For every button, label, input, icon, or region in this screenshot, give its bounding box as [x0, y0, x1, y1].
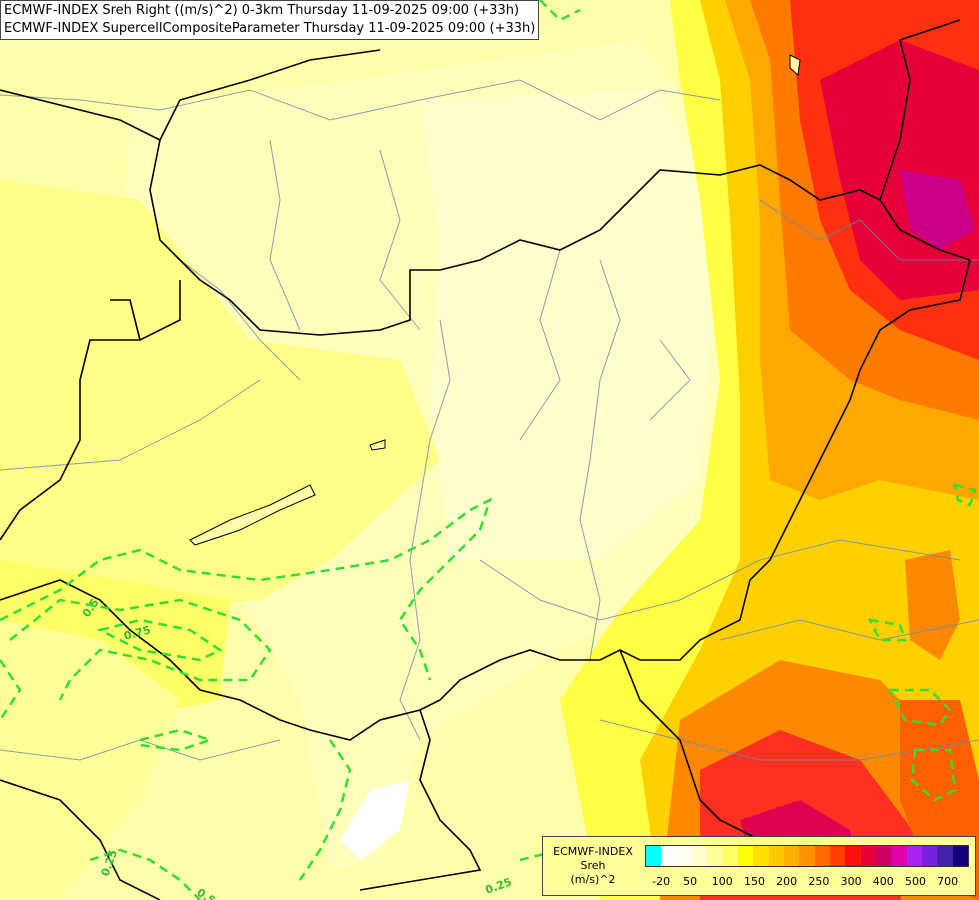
legend-swatch: [676, 846, 692, 866]
legend-swatch: [906, 846, 922, 866]
legend-swatch: [891, 846, 907, 866]
title-line-2: ECMWF-INDEX SupercellCompositeParameter …: [4, 21, 536, 36]
title-line-1: ECMWF-INDEX Sreh Right ((m/s)^2) 0-3km T…: [4, 3, 520, 18]
legend-swatch: [646, 846, 662, 866]
legend-swatch: [829, 846, 846, 866]
legend-swatch: [875, 846, 892, 866]
legend-swatch: [753, 846, 769, 866]
sreh-yellow-west: [0, 180, 440, 610]
legend-swatch: [814, 846, 830, 866]
legend-swatch: [799, 846, 815, 866]
color-legend: ECMWF-INDEX Sreh (m/s)^2 -20 50 100 150 200 2…: [542, 836, 976, 896]
legend-tick-label: -20: [652, 875, 671, 888]
sreh-pale-region-2: [420, 90, 720, 560]
legend-swatch: [937, 846, 953, 866]
rivers: [0, 79, 979, 761]
legend-swatch: [722, 846, 738, 866]
legend-title-param: Sreh: [580, 859, 606, 872]
lakes: [189, 54, 801, 546]
legend-swatch: [661, 846, 677, 866]
legend-tick-label: 100: [711, 875, 733, 888]
sreh-band-magenta: [900, 170, 975, 250]
legend-swatch: [921, 846, 938, 866]
legend-tick-label: 300: [840, 875, 862, 888]
legend-title: ECMWF-INDEX Sreh (m/s)^2: [545, 845, 641, 887]
legend-swatch: [768, 846, 784, 866]
country-borders: [0, 19, 971, 900]
legend-swatch: [860, 846, 876, 866]
legend-units: (m/s)^2: [570, 873, 616, 886]
legend-tick-label: 500: [904, 875, 926, 888]
sreh-white-spot: [340, 780, 410, 860]
legend-ticks: -20 50 100 150 200 250 300 400 500 700: [645, 875, 967, 889]
legend-swatch: [783, 846, 800, 866]
legend-tick-label: 700: [937, 875, 959, 888]
map-title: ECMWF-INDEX Sreh Right ((m/s)^2) 0-3km T…: [0, 0, 540, 40]
legend-tick-label: 400: [872, 875, 894, 888]
legend-swatch: [691, 846, 708, 866]
legend-swatch: [707, 846, 723, 866]
legend-tick-label: 250: [808, 875, 830, 888]
legend-swatch: [737, 846, 754, 866]
legend-tick-label: 50: [683, 875, 698, 888]
legend-tick-label: 200: [776, 875, 798, 888]
legend-tick-label: 150: [743, 875, 765, 888]
sreh-yellow-sw: [0, 620, 180, 900]
legend-swatch: [845, 846, 861, 866]
legend-title-model: ECMWF-INDEX: [553, 845, 633, 858]
legend-swatch: [952, 846, 968, 866]
legend-color-bar: [645, 845, 969, 867]
